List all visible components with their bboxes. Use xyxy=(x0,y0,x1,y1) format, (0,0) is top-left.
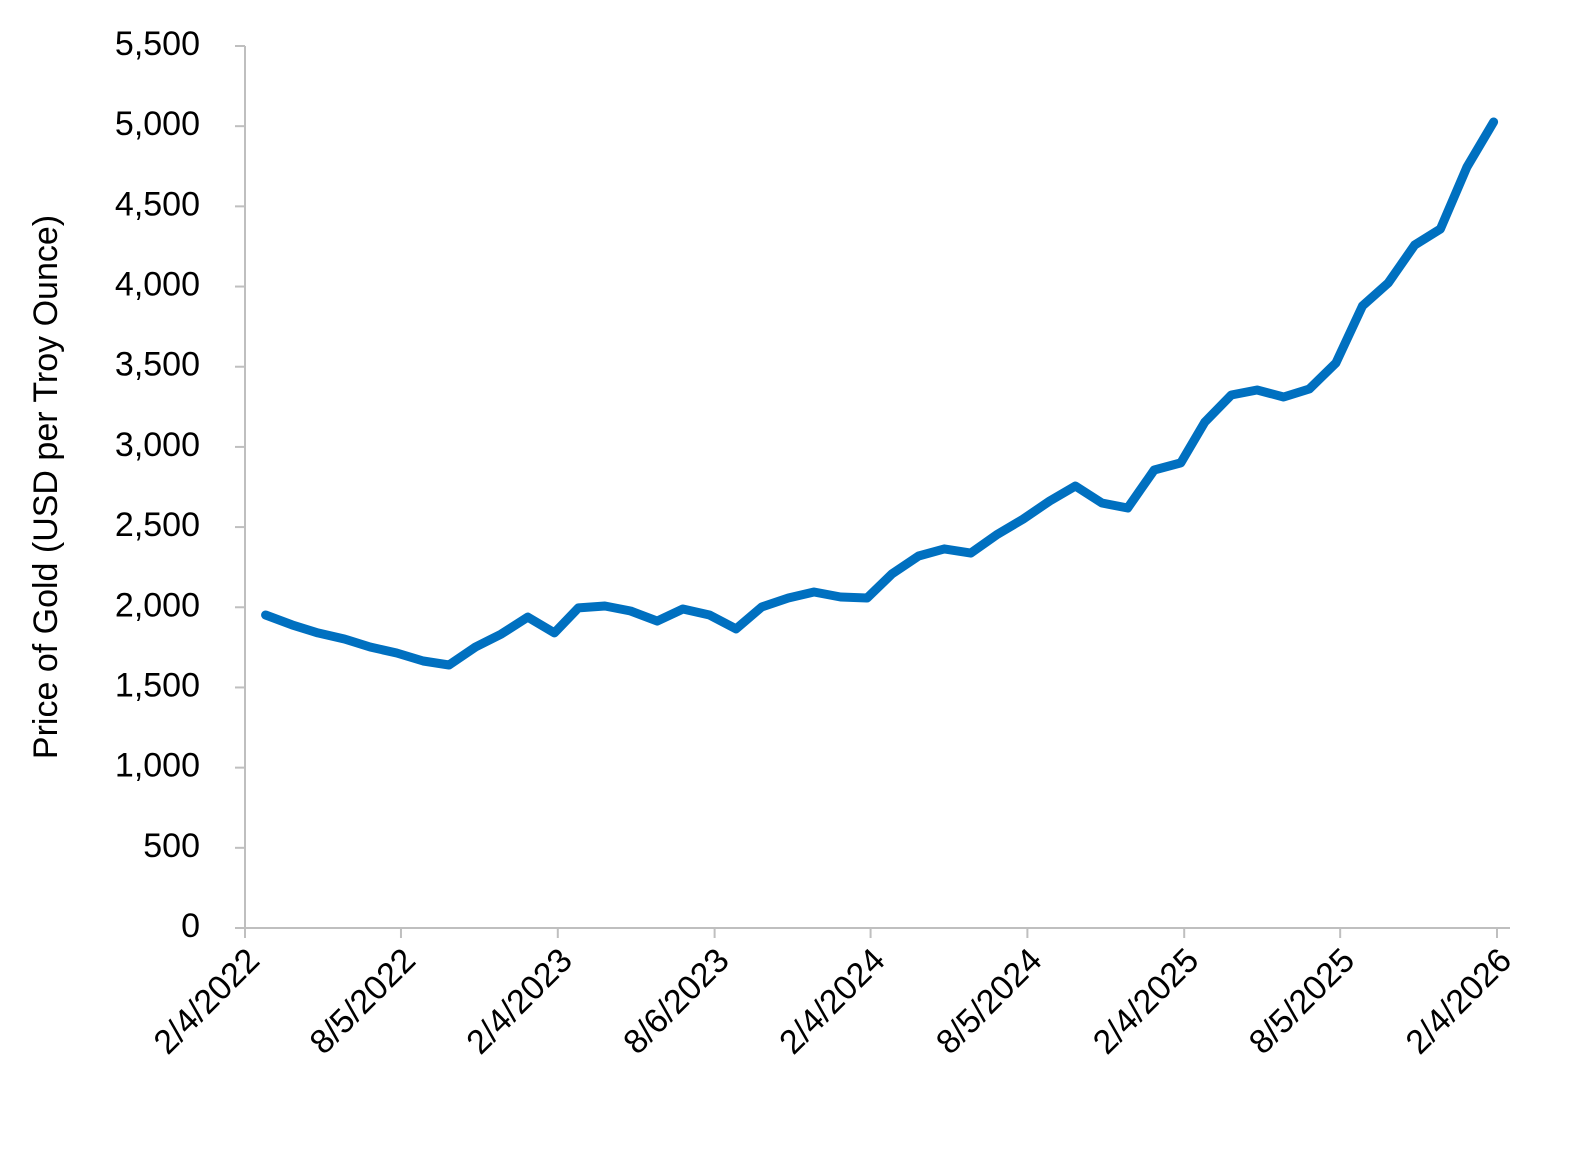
y-tick-label: 3,000 xyxy=(115,426,200,464)
x-tick-label: 2/4/2025 xyxy=(1086,941,1206,1061)
x-tick-label: 2/4/2023 xyxy=(459,941,579,1061)
x-tick-label: 2/4/2022 xyxy=(147,941,267,1061)
y-tick-label: 1,000 xyxy=(115,747,200,785)
y-tick-label: 500 xyxy=(143,827,200,865)
x-tick-label: 8/5/2022 xyxy=(303,941,423,1061)
y-tick-label: 4,500 xyxy=(115,185,200,223)
y-tick-label: 5,500 xyxy=(115,25,200,63)
data-line xyxy=(261,117,1499,670)
x-tick-label: 8/5/2025 xyxy=(1242,941,1362,1061)
y-axis-label: Price of Gold (USD per Troy Ounce) xyxy=(27,215,65,759)
y-tick-label: 3,500 xyxy=(115,346,200,384)
x-tick-label: 2/4/2024 xyxy=(772,941,892,1061)
x-tick-label: 8/6/2023 xyxy=(616,941,736,1061)
y-tick-label: 0 xyxy=(181,907,200,945)
x-tick-label: 8/5/2024 xyxy=(929,941,1049,1061)
x-tick-label: 2/4/2026 xyxy=(1399,941,1519,1061)
y-tick-label: 5,000 xyxy=(115,105,200,143)
y-tick-label: 2,000 xyxy=(115,586,200,624)
y-tick-label: 2,500 xyxy=(115,506,200,544)
y-tick-label: 1,500 xyxy=(115,666,200,704)
y-tick-label: 4,000 xyxy=(115,266,200,304)
